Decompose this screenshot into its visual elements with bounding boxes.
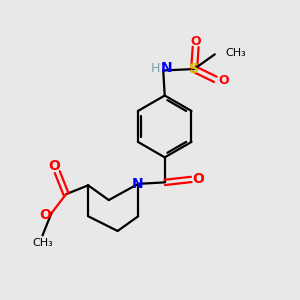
Text: CH₃: CH₃ <box>32 238 53 248</box>
Text: O: O <box>190 34 201 48</box>
Text: H: H <box>150 61 160 75</box>
Text: O: O <box>192 172 204 186</box>
Text: O: O <box>40 208 51 222</box>
Text: O: O <box>48 159 60 172</box>
Text: S: S <box>189 62 199 76</box>
Text: N: N <box>132 177 144 191</box>
Text: O: O <box>218 74 229 87</box>
Text: CH₃: CH₃ <box>225 48 246 58</box>
Text: N: N <box>161 61 172 75</box>
